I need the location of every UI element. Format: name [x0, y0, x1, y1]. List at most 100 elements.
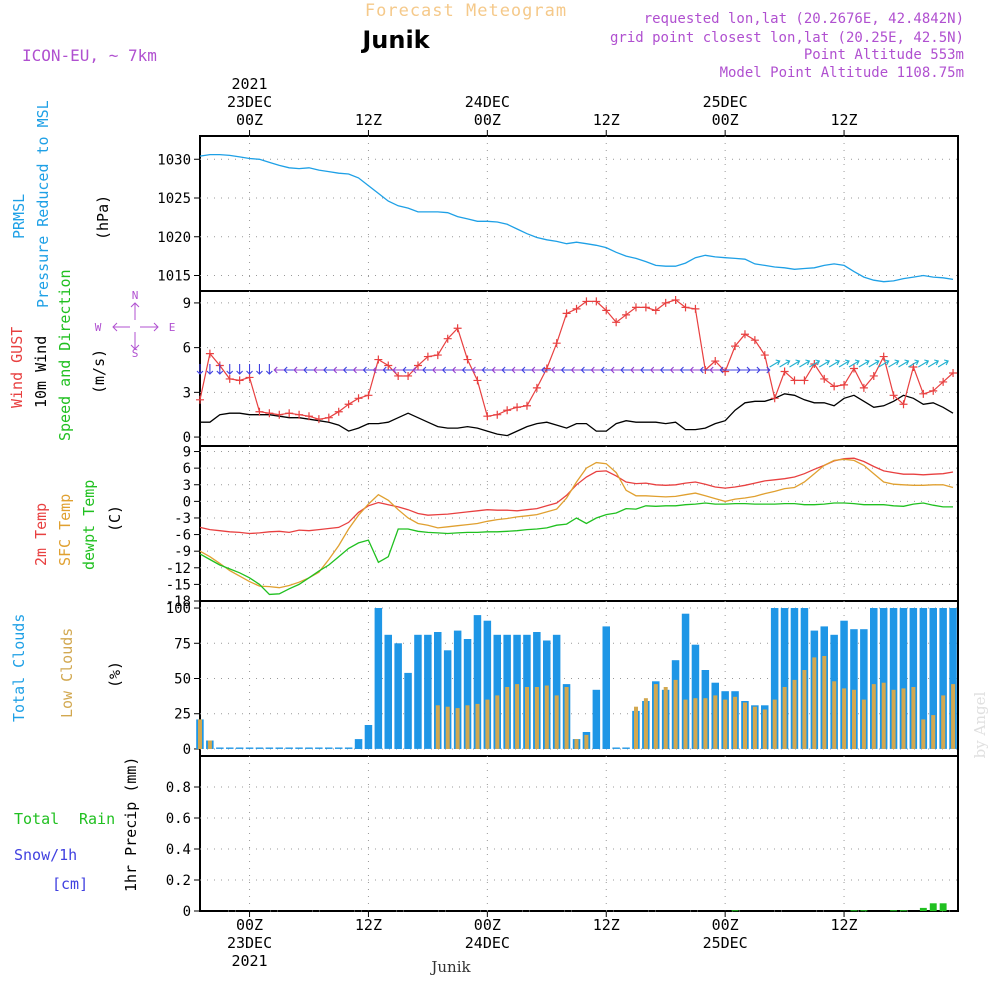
- low-cloud-bar: [515, 684, 520, 749]
- total-cloud-bar: [909, 608, 918, 749]
- gust-point: [522, 401, 531, 410]
- snow-label: Snow/1h: [14, 846, 77, 864]
- low-cloud-bar: [663, 687, 668, 749]
- total-cloud-bar: [275, 747, 283, 749]
- low-cloud-bar: [931, 715, 936, 749]
- speed-direction-label: Speed and Direction: [56, 269, 74, 441]
- rain-bar: [919, 907, 927, 911]
- total-cloud-bar: [889, 608, 898, 749]
- gust-point: [869, 371, 878, 380]
- gridpoint-coords: grid point closest lon,lat (20.25E, 42.5…: [610, 30, 964, 46]
- low-cloud-bar: [475, 703, 480, 749]
- top-tick-label: 23DEC: [227, 93, 272, 111]
- compass-east: E: [169, 321, 176, 334]
- ytick-label-clouds: 0: [183, 742, 191, 758]
- gust-point: [245, 373, 254, 382]
- ytick-label-precipitation: 0.2: [166, 873, 191, 889]
- low-cloud-bar: [683, 699, 688, 749]
- ytick-label-clouds: 25: [174, 707, 191, 723]
- total-cloud-bar: [552, 634, 561, 749]
- ytick-label-temperature: 3: [183, 478, 191, 494]
- gust-point: [800, 376, 809, 385]
- wind-direction-arrow: [610, 366, 622, 374]
- wind-direction-arrow: [352, 366, 364, 374]
- cm-unit-label: [cm]: [52, 875, 88, 893]
- total-cloud-bar: [354, 739, 363, 749]
- gust-point: [532, 383, 541, 392]
- dewpt-label: dewpt Temp: [80, 480, 98, 570]
- wind-direction-arrow: [216, 363, 224, 375]
- model-label: ICON-EU, ~ 7km: [22, 46, 157, 65]
- gust-point: [582, 297, 591, 306]
- gust-point: [205, 349, 214, 358]
- gust-point: [374, 355, 383, 364]
- top-tick-label: 00Z: [712, 111, 739, 129]
- total-cloud-bar: [325, 747, 333, 749]
- wind-labels: Wind GUST 10m Wind Speed and Direction (…: [8, 269, 108, 441]
- wind-direction-arrow: [600, 366, 612, 374]
- gust-point: [503, 406, 512, 415]
- total-cloud-bar: [790, 608, 799, 749]
- bottom-tick-label: 12Z: [831, 916, 858, 934]
- ytick-label-precipitation: 0: [183, 904, 191, 920]
- wind-direction-arrow: [868, 359, 880, 368]
- gust-point: [949, 368, 958, 377]
- percent-unit-label: (%): [106, 661, 124, 688]
- low-cloud-bar: [832, 681, 837, 749]
- gust-point: [235, 376, 244, 385]
- wind-direction-arrow: [659, 366, 671, 374]
- ytick-label-pressure: 1030: [157, 152, 191, 168]
- wind-direction-arrow: [650, 366, 661, 374]
- low-cloud-bar: [703, 698, 708, 749]
- gust-point: [394, 371, 403, 380]
- gust-point: [770, 394, 779, 403]
- rain-bar: [939, 903, 947, 912]
- ytick-label-clouds: 100: [166, 601, 191, 617]
- gust-point: [790, 376, 799, 385]
- total-cloud-bar: [879, 608, 888, 749]
- temp2m-label: 2m Temp: [32, 503, 50, 566]
- total-cloud-bar: [770, 608, 779, 749]
- wind-direction-arrow: [246, 363, 253, 375]
- wind-direction-arrow: [541, 366, 552, 374]
- sfc-temp-label: SFC Temp: [56, 494, 74, 566]
- total-cloud-bar: [919, 608, 928, 749]
- total-cloud-bar: [681, 613, 690, 749]
- wind-direction-arrow: [779, 359, 791, 368]
- wind-direction-arrow: [550, 366, 562, 374]
- compass-north: N: [132, 289, 139, 302]
- low-cloud-bar: [723, 699, 728, 749]
- gust-point: [433, 351, 442, 360]
- gust-point: [255, 407, 264, 416]
- gust-point: [859, 383, 868, 392]
- ytick-label-temperature: 6: [183, 461, 191, 477]
- ms-unit-label: (m/s): [90, 349, 108, 394]
- pressure-msl-label: Pressure Reduced to MSL: [34, 100, 52, 308]
- gust-point: [572, 304, 581, 313]
- ytick-label-pressure: 1015: [157, 269, 191, 285]
- ytick-label-temperature: -12: [166, 561, 191, 577]
- gust-point: [622, 310, 631, 319]
- total-cloud-bar: [374, 608, 383, 749]
- low-cloud-bar: [198, 719, 202, 749]
- wind-direction-arrow: [303, 366, 314, 374]
- low-cloud-bar: [584, 734, 589, 749]
- wind10m-line: [200, 393, 954, 437]
- total-label: Total: [14, 810, 59, 828]
- gust-point: [225, 374, 234, 383]
- total-cloud-bar: [285, 747, 293, 749]
- gust-point: [384, 361, 393, 370]
- wind-direction-arrow: [630, 366, 641, 374]
- gust-point: [879, 352, 888, 361]
- wind-direction-arrow: [451, 366, 463, 374]
- wind-direction-arrow: [749, 366, 761, 374]
- total-clouds-label: Total Clouds: [10, 614, 28, 722]
- low-cloud-bar: [743, 702, 747, 749]
- ytick-label-temperature: -3: [174, 511, 191, 527]
- gust-point: [473, 376, 482, 385]
- total-cloud-bar: [443, 650, 452, 749]
- rain-label: Rain: [79, 810, 115, 828]
- wind-direction-arrow: [769, 359, 781, 368]
- low-cloud-bar: [643, 698, 648, 749]
